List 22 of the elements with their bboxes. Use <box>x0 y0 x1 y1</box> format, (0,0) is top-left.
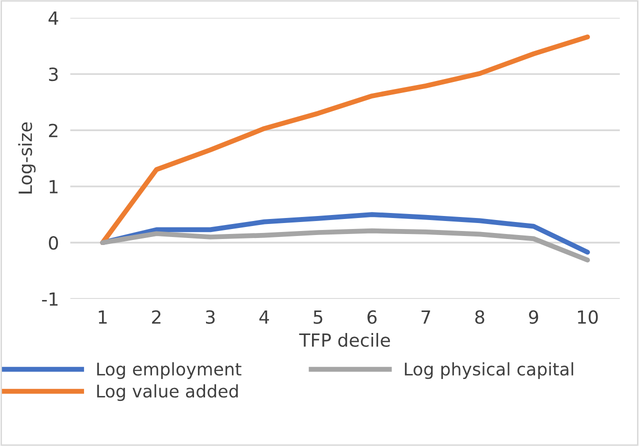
y-tick-label: 0 <box>48 236 58 250</box>
x-tick-label: 6 <box>368 310 377 324</box>
y-tick-label: -1 <box>42 292 58 306</box>
x-tick-label: 3 <box>206 310 215 324</box>
x-tick-label: 4 <box>259 310 269 324</box>
x-axis-title: TFP decile <box>299 332 390 347</box>
x-tick-label: 10 <box>578 310 598 324</box>
y-axis-title: Log-size <box>18 122 36 194</box>
legend-label: Log value added <box>97 384 238 402</box>
x-tick-label: 5 <box>314 310 322 324</box>
line-series <box>100 228 590 262</box>
x-tick-label: 7 <box>422 310 430 324</box>
y-tick-label: 1 <box>50 180 58 194</box>
y-tick-label: 3 <box>49 67 58 82</box>
x-tick-label: 2 <box>152 310 160 324</box>
legend-label: Log physical capital <box>404 362 574 380</box>
x-tick-label: 9 <box>529 310 538 324</box>
x-tick-label: 8 <box>475 310 484 324</box>
y-tick-label: 4 <box>48 12 58 25</box>
x-tick-label: 1 <box>98 310 107 324</box>
legend-label: Log employment <box>97 362 242 380</box>
y-tick-label: 2 <box>49 124 58 138</box>
